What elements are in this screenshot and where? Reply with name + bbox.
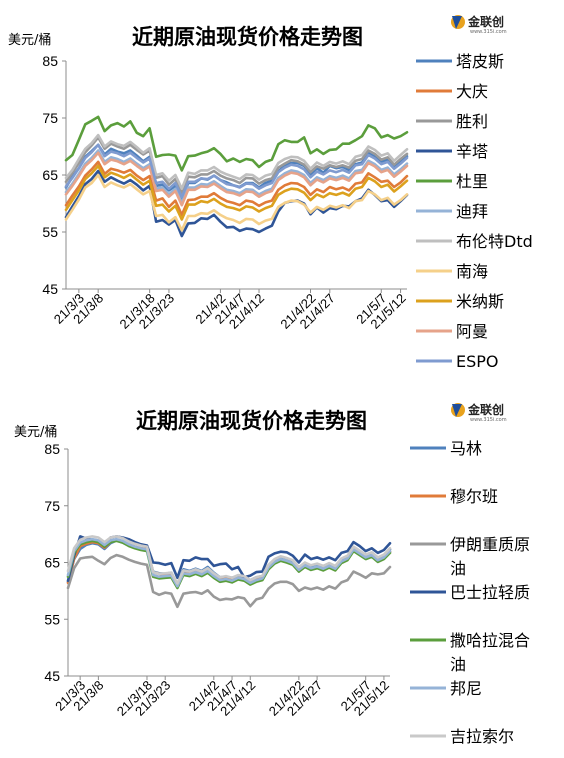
legend-label-cont: 油 bbox=[450, 655, 466, 674]
series-line bbox=[66, 553, 392, 609]
y-axis-unit: 美元/桶 bbox=[14, 425, 57, 440]
series-line bbox=[66, 535, 392, 585]
series-line bbox=[64, 143, 409, 199]
legend-label: 伊朗重质原 bbox=[450, 535, 530, 554]
legend-label: 南海 bbox=[456, 262, 488, 281]
series-line bbox=[64, 149, 409, 205]
legend-label: 塔皮斯 bbox=[456, 52, 504, 71]
series-line bbox=[66, 537, 392, 588]
y-tick-label: 65 bbox=[44, 555, 60, 571]
series-line bbox=[64, 164, 409, 221]
legend-label: 穆尔班 bbox=[450, 487, 498, 506]
legend-label: 布伦特Dtd bbox=[456, 232, 533, 251]
brand-logo: 金联创 www.315i.com bbox=[451, 14, 507, 35]
legend-label: 阿曼 bbox=[456, 322, 488, 341]
legend-label: 马林 bbox=[450, 439, 482, 458]
svg-text:www.315i.com: www.315i.com bbox=[470, 417, 507, 423]
series-line bbox=[64, 133, 409, 190]
chart-title: 近期原油现货价格走势图 bbox=[132, 25, 363, 49]
series-line bbox=[64, 151, 409, 207]
chart-2-svg: 美元/桶 近期原油现货价格走势图 金联创 www.315i.com 45 55 65… bbox=[14, 402, 530, 746]
series-line bbox=[64, 115, 409, 172]
y-axis-unit: 美元/桶 bbox=[8, 33, 51, 48]
chart-panel-1: 美元/桶 近期原油现货价格走势图 金联创 www.315i.com 45 55 65… bbox=[8, 14, 533, 371]
chart-panel-2: 美元/桶 近期原油现货价格走势图 金联创 www.315i.com 45 55 65… bbox=[0, 392, 564, 758]
legend-label: 撒哈拉混合 bbox=[450, 631, 530, 650]
series-line bbox=[64, 173, 409, 232]
logo-wordmark: 金联创 bbox=[467, 14, 504, 29]
y-tick-label: 45 bbox=[42, 281, 58, 297]
legend-label: 杜里 bbox=[456, 172, 488, 191]
y-tick-label: 55 bbox=[44, 611, 60, 627]
legend-label: 吉拉索尔 bbox=[450, 727, 514, 746]
series-line bbox=[64, 136, 409, 195]
legend-label: 迪拜 bbox=[456, 202, 488, 221]
chart-title: 近期原油现货价格走势图 bbox=[136, 409, 367, 433]
y-tick-label: 85 bbox=[44, 441, 60, 457]
chart-1-svg: 美元/桶 近期原油现货价格走势图 金联创 www.315i.com 45 55 65… bbox=[8, 14, 533, 371]
y-tick-label: 75 bbox=[44, 498, 60, 514]
series-line bbox=[64, 160, 409, 217]
legend-label: 巴士拉轻质 bbox=[450, 583, 530, 602]
y-tick-label: 85 bbox=[42, 53, 58, 69]
y-tick-label: 45 bbox=[44, 668, 60, 684]
legend-label-cont: 油 bbox=[450, 559, 466, 578]
logo-wordmark: 金联创 bbox=[467, 402, 504, 417]
y-tick-label: 65 bbox=[42, 167, 58, 183]
y-tick-label: 75 bbox=[42, 110, 58, 126]
legend-label: 邦尼 bbox=[450, 679, 482, 698]
legend-label: 胜利 bbox=[456, 112, 488, 131]
svg-text:www.315i.com: www.315i.com bbox=[470, 29, 507, 35]
legend-label: 大庆 bbox=[456, 82, 488, 101]
legend-label: 米纳斯 bbox=[456, 292, 504, 311]
brand-logo: 金联创 www.315i.com bbox=[451, 402, 507, 423]
y-tick-label: 55 bbox=[42, 224, 58, 240]
legend-label: ESPO bbox=[456, 352, 499, 371]
legend-label: 辛塔 bbox=[456, 142, 488, 161]
